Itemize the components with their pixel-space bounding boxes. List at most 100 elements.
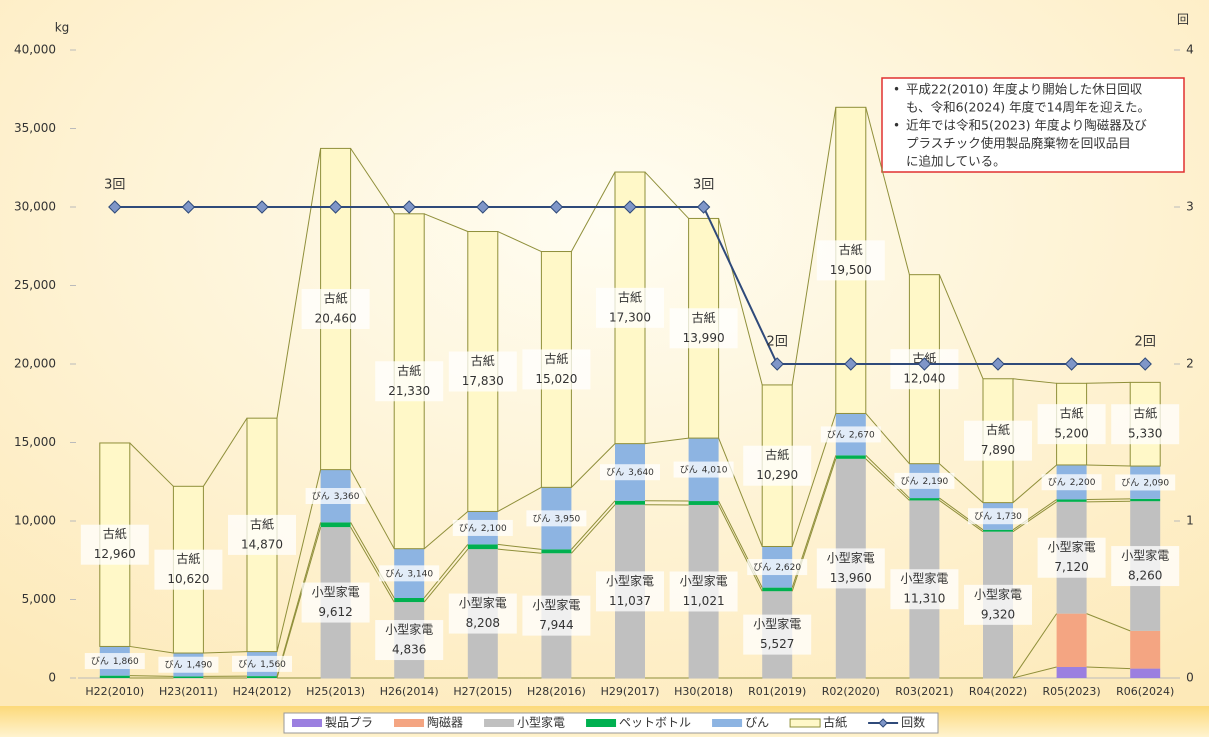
bar-segment	[173, 676, 203, 678]
y-tick-label: 20,000	[14, 357, 56, 371]
legend-label: 製品プラ	[325, 716, 373, 730]
y2-tick-label: 2	[1186, 357, 1194, 371]
data-label-name: 古紙	[544, 351, 568, 366]
y-tick-label: 10,000	[14, 514, 56, 528]
data-label-name: 古紙	[765, 447, 789, 462]
data-label-name: 古紙	[176, 551, 200, 566]
y-tick-label: 15,000	[14, 435, 56, 449]
data-label-name: 古紙	[250, 516, 274, 531]
data-label: 17,830	[462, 374, 504, 388]
data-label: 5,200	[1054, 427, 1088, 441]
bar-segment	[1057, 667, 1087, 678]
bar-segment	[836, 455, 866, 458]
y2-tick-label: 4	[1186, 43, 1194, 57]
bar-segment	[100, 676, 130, 678]
value: 1,730	[996, 512, 1022, 522]
bar-segment	[1130, 669, 1160, 678]
series-name: びん	[680, 464, 698, 475]
x-tick-label: H26(2014)	[380, 685, 439, 698]
x-tick-label: H29(2017)	[601, 685, 660, 698]
legend-label: 小型家電	[517, 715, 565, 730]
legend-label: 古紙	[823, 715, 847, 730]
bar-segment	[247, 676, 277, 678]
bar-segment	[689, 501, 719, 505]
x-tick-label: H30(2018)	[674, 685, 733, 698]
value: 3,950	[555, 514, 581, 524]
data-label: 11,021	[683, 594, 725, 608]
bar-segment	[321, 522, 351, 527]
value: 4,010	[702, 465, 728, 475]
data-label-name: 小型家電	[606, 573, 654, 588]
legend-swatch	[790, 719, 820, 727]
series-name: びん	[312, 491, 330, 502]
data-label-name: 小型家電	[900, 571, 948, 586]
data-label-name: 古紙	[471, 353, 495, 368]
line-label: 2回	[767, 335, 788, 350]
value: 1,490	[187, 660, 213, 670]
series-name: びん	[533, 513, 551, 524]
data-label: 13,990	[683, 331, 725, 345]
bar-segment	[1130, 499, 1160, 501]
data-label: 12,040	[903, 372, 945, 386]
legend-swatch	[712, 719, 742, 727]
series-name: びん	[165, 659, 183, 670]
x-tick-label: H23(2011)	[159, 685, 218, 698]
data-label-name: 小型家電	[827, 550, 875, 565]
data-label: 12,960	[94, 547, 136, 561]
series-name: びん	[91, 656, 109, 667]
bar-segment	[1057, 499, 1087, 501]
series-name: びん	[385, 568, 403, 579]
series-name: びん	[238, 658, 256, 669]
series-name: びん	[901, 475, 919, 486]
data-label-name: 小型家電	[974, 586, 1022, 601]
legend-label: びん	[745, 716, 769, 730]
data-label-name: 小型家電	[1048, 539, 1096, 554]
data-label-name: 小型家電	[532, 597, 580, 612]
x-tick-label: R01(2019)	[748, 685, 806, 698]
x-tick-label: H22(2010)	[85, 685, 144, 698]
data-label: 14,870	[241, 537, 283, 551]
annotation-line: に追加している。	[906, 154, 1006, 169]
y-tick-label: 40,000	[14, 43, 56, 57]
x-tick-label: H28(2016)	[527, 685, 586, 698]
data-label: 15,020	[535, 372, 577, 386]
x-tick-label: R06(2024)	[1116, 685, 1174, 698]
x-tick-label: H25(2013)	[306, 685, 365, 698]
line-label: 3回	[693, 178, 714, 193]
data-label-name: 古紙	[103, 526, 127, 541]
data-label: びん 1,490	[165, 659, 213, 670]
line-label: 3回	[104, 178, 125, 193]
connector	[1087, 499, 1131, 500]
data-label-name: 古紙	[618, 289, 642, 304]
series-name: びん	[606, 467, 624, 478]
data-label-name: 古紙	[839, 242, 863, 257]
annotation-line: プラスチック使用製品廃棄物を回収品目	[906, 136, 1131, 151]
data-label: びん 1,560	[238, 658, 286, 669]
x-tick-label: R05(2023)	[1042, 685, 1100, 698]
bar-segment	[615, 501, 645, 505]
bar-segment	[983, 530, 1013, 532]
series-name: びん	[753, 562, 771, 573]
data-label: 7,944	[539, 618, 573, 632]
series-name: びん	[459, 522, 477, 533]
data-label: 5,527	[760, 637, 794, 651]
data-label: 21,330	[388, 384, 430, 398]
data-label-name: 小型家電	[1121, 548, 1169, 563]
value: 1,560	[260, 659, 286, 669]
legend-label: 陶磁器	[427, 715, 463, 730]
data-label: 11,310	[903, 592, 945, 606]
data-label: びん 4,010	[680, 464, 728, 475]
data-label-name: 古紙	[1060, 406, 1084, 421]
series-name: びん	[1121, 477, 1139, 488]
data-label: 9,612	[318, 605, 352, 619]
data-label: 17,300	[609, 310, 651, 324]
